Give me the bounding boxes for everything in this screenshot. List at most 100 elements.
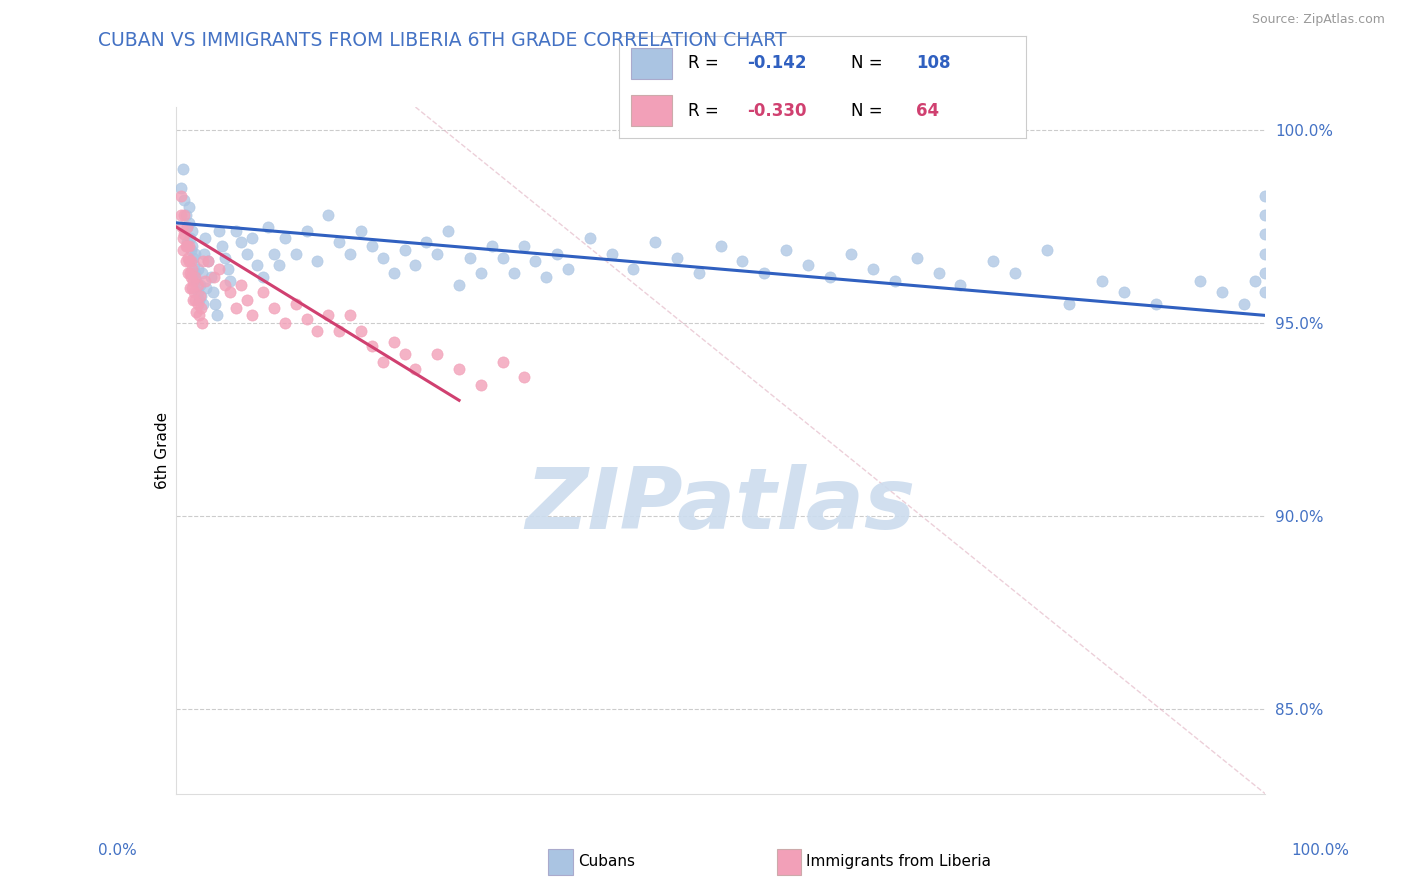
- Point: [186, 304, 208, 318]
- Text: 108: 108: [917, 54, 950, 72]
- Point: [188, 289, 211, 303]
- Point: [217, 262, 239, 277]
- Point: [179, 231, 201, 245]
- Point: [184, 266, 207, 280]
- Point: [187, 293, 209, 307]
- Point: [204, 297, 226, 311]
- Point: [492, 355, 515, 369]
- Point: [1254, 188, 1277, 202]
- Point: [394, 347, 416, 361]
- Point: [214, 277, 236, 292]
- Point: [214, 251, 236, 265]
- Point: [1243, 274, 1265, 288]
- Point: [197, 254, 219, 268]
- Point: [447, 277, 470, 292]
- Point: [862, 262, 884, 277]
- Point: [172, 161, 194, 176]
- Text: -0.142: -0.142: [747, 54, 807, 72]
- Point: [170, 208, 193, 222]
- Point: [295, 223, 318, 237]
- Point: [600, 246, 623, 260]
- Bar: [631, 48, 672, 78]
- Point: [339, 246, 361, 260]
- Point: [1112, 285, 1135, 300]
- Point: [225, 301, 247, 315]
- Bar: [631, 95, 672, 126]
- Point: [405, 362, 427, 376]
- Text: ZIPatlas: ZIPatlas: [526, 464, 915, 547]
- Text: R =: R =: [688, 102, 724, 120]
- Point: [187, 309, 209, 323]
- Point: [458, 251, 481, 265]
- Point: [180, 243, 202, 257]
- Point: [339, 309, 361, 323]
- Point: [307, 324, 329, 338]
- Point: [818, 269, 841, 284]
- Point: [981, 254, 1004, 268]
- Point: [246, 258, 269, 272]
- Point: [184, 269, 207, 284]
- Point: [208, 262, 231, 277]
- Point: [415, 235, 437, 249]
- Point: [202, 269, 225, 284]
- Point: [360, 339, 382, 353]
- Point: [172, 219, 194, 234]
- Point: [181, 281, 204, 295]
- Point: [231, 277, 253, 292]
- Point: [394, 243, 416, 257]
- Point: [179, 266, 201, 280]
- Point: [179, 281, 201, 295]
- Point: [176, 239, 198, 253]
- Point: [274, 316, 297, 330]
- Point: [252, 285, 274, 300]
- Point: [257, 219, 280, 234]
- Point: [174, 254, 197, 268]
- Point: [621, 262, 644, 277]
- Point: [1004, 266, 1026, 280]
- Point: [1057, 297, 1080, 311]
- Point: [191, 297, 214, 311]
- Point: [318, 208, 340, 222]
- Point: [190, 289, 212, 303]
- Point: [437, 223, 460, 237]
- Point: [225, 223, 247, 237]
- Point: [796, 258, 818, 272]
- Point: [181, 223, 204, 237]
- Point: [295, 312, 318, 326]
- Point: [184, 293, 207, 307]
- Point: [688, 266, 710, 280]
- Point: [775, 243, 797, 257]
- Point: [1254, 246, 1277, 260]
- Point: [382, 266, 405, 280]
- Point: [177, 200, 200, 214]
- Point: [191, 266, 214, 280]
- Point: [170, 181, 193, 195]
- Point: [181, 262, 204, 277]
- Point: [235, 246, 257, 260]
- Text: 0.0%: 0.0%: [98, 843, 138, 858]
- Point: [193, 246, 215, 260]
- Point: [426, 246, 449, 260]
- Point: [200, 269, 222, 284]
- Point: [194, 274, 217, 288]
- Point: [181, 274, 204, 288]
- Point: [191, 254, 214, 268]
- Point: [177, 251, 200, 265]
- Point: [1232, 297, 1256, 311]
- Point: [186, 274, 208, 288]
- Point: [481, 239, 503, 253]
- Point: [190, 301, 212, 315]
- Point: [426, 347, 449, 361]
- Point: [318, 309, 340, 323]
- Point: [470, 377, 492, 392]
- Point: [197, 254, 219, 268]
- Point: [183, 285, 205, 300]
- Point: [1211, 285, 1233, 300]
- Point: [181, 251, 204, 265]
- Point: [252, 269, 274, 284]
- Point: [328, 235, 350, 249]
- Point: [173, 193, 195, 207]
- Point: [201, 285, 224, 300]
- Point: [181, 239, 204, 253]
- Point: [188, 277, 211, 292]
